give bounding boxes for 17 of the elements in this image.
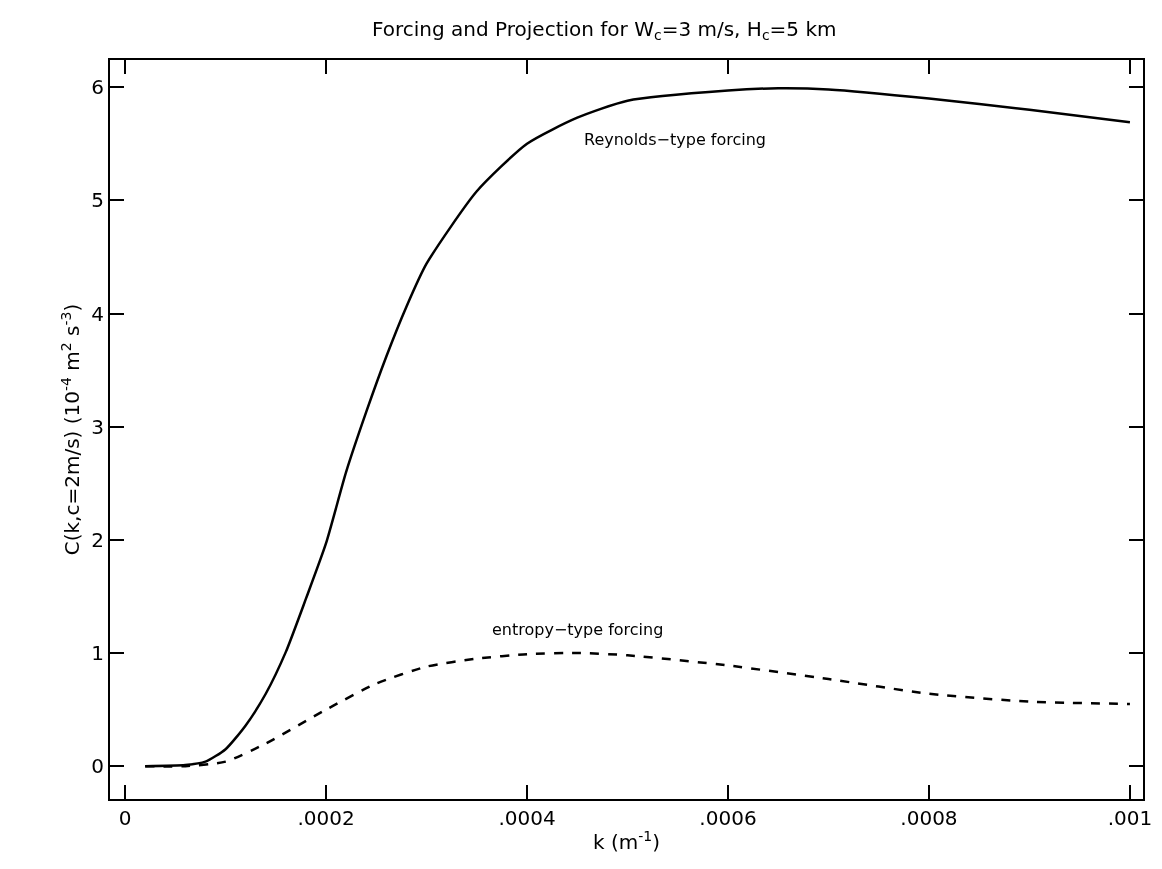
y-tick-label: 6 <box>91 75 104 100</box>
y-tick-label: 5 <box>91 188 104 213</box>
y-tick-label: 4 <box>91 301 104 326</box>
x-tick-label: .0002 <box>297 806 355 830</box>
y-tick-label: 0 <box>91 754 104 779</box>
x-tick-label: .0008 <box>900 806 958 830</box>
x-tick-label: .001 <box>1107 806 1153 830</box>
y-tick-label: 1 <box>91 641 104 666</box>
x-tick-label: 0 <box>118 806 132 830</box>
y-tick-label: 3 <box>91 414 104 439</box>
x-axis-title: k (m$^{-1}$) <box>592 827 661 854</box>
series-label: entropy−type forcing <box>492 620 664 639</box>
y-tick-label: 2 <box>91 527 104 552</box>
x-tick-label: .0006 <box>699 806 757 830</box>
x-tick-label: .0004 <box>498 806 556 830</box>
series-label: Reynolds−type forcing <box>584 130 766 149</box>
chart-title: Forcing and Projection for W$_{c}$=3 m/s, H$_{c}$=5 km <box>371 16 837 43</box>
